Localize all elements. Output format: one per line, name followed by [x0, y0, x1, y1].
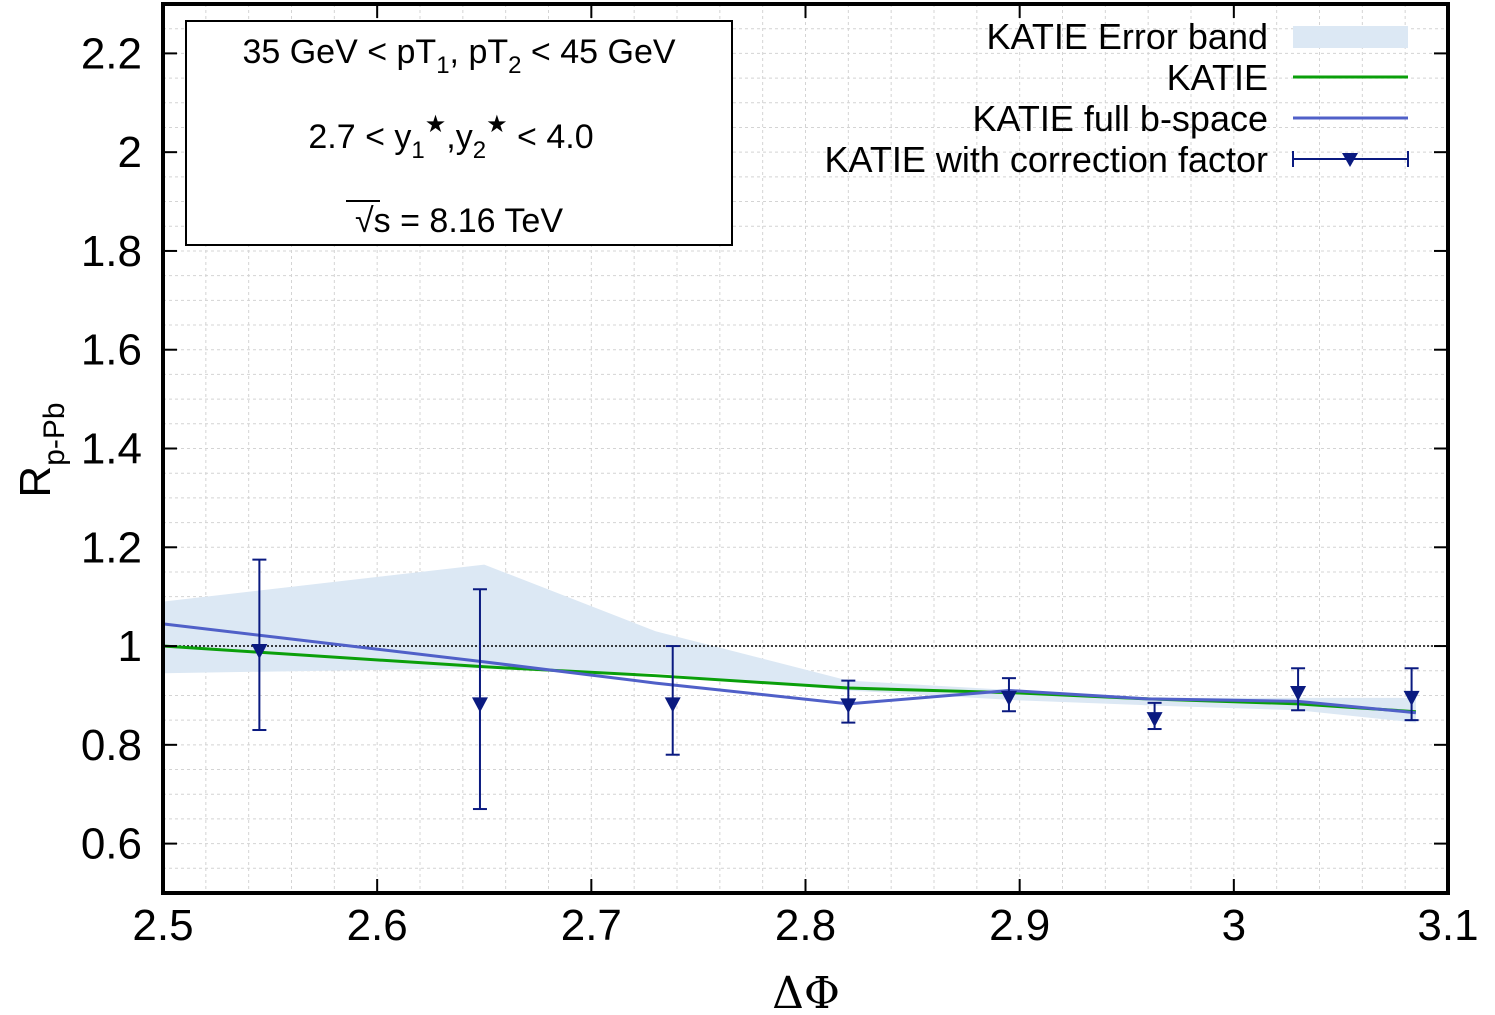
y-tick-label: 1.4	[81, 425, 142, 474]
energy-text: √s = 8.16 TeV	[355, 202, 563, 240]
y-tick-label: 0.8	[81, 721, 142, 770]
y-tick-labels: 0.6 0.8 1 1.2 1.4 1.6 1.8 2 2.2	[81, 29, 142, 868]
x-tick-label: 2.6	[347, 901, 408, 950]
error-band-layer	[163, 564, 1416, 723]
ticks-layer	[162, 4, 1449, 893]
series-line-0	[162, 644, 1416, 714]
legend-swatch-error-band	[1293, 26, 1408, 48]
points-layer	[251, 558, 1420, 811]
data-point	[471, 588, 488, 811]
triangle-marker	[1146, 712, 1163, 728]
y-tick-label: 1.8	[81, 227, 142, 276]
x-tick-label: 2.8	[775, 901, 836, 950]
x-tick-label: 2.5	[132, 901, 193, 950]
triangle-marker	[1290, 685, 1307, 701]
legend-label-error-band: KATIE Error band	[987, 16, 1268, 57]
triangle-marker	[251, 643, 268, 659]
error-band	[163, 564, 1416, 723]
y-tick-label: 1.6	[81, 326, 142, 375]
info-box-frame	[185, 20, 733, 246]
grid	[162, 3, 1449, 894]
y-tick-label: 2.2	[81, 29, 142, 78]
series-line-1	[162, 622, 1417, 715]
y-axis-title: Rp-Pb	[11, 402, 71, 497]
rapidity-range-text: 2.7 < y1★,y2★ < 4.0	[308, 111, 593, 164]
y-tick-label: 1	[118, 622, 142, 671]
legend-marker-correction-factor	[1292, 151, 1409, 167]
data-point	[1000, 677, 1017, 713]
triangle-marker	[664, 697, 681, 713]
x-tick-label: 3.1	[1417, 901, 1478, 950]
data-point	[1403, 667, 1420, 722]
x-tick-labels: 2.5 2.6 2.7 2.8 2.9 3 3.1	[132, 901, 1478, 950]
legend-label-katie: KATIE	[1167, 57, 1268, 98]
y-tick-label: 1.2	[81, 523, 142, 572]
x-tick-label: 2.9	[989, 901, 1050, 950]
data-point	[664, 645, 681, 756]
data-point	[1290, 667, 1307, 712]
pt-range-text: 35 GeV < pT1, pT2 < 45 GeV	[242, 33, 675, 79]
data-point	[1146, 701, 1163, 731]
series-lines-layer	[162, 622, 1417, 715]
legend-label-full-b-space: KATIE full b-space	[973, 98, 1268, 139]
x-tick-label: 3	[1222, 901, 1246, 950]
legend-label-correction-factor: KATIE with correction factor	[825, 139, 1268, 180]
y-tick-label: 0.6	[81, 820, 142, 869]
triangle-marker	[840, 698, 857, 714]
y-tick-label: 2	[118, 128, 142, 177]
x-tick-label: 2.7	[561, 901, 622, 950]
triangle-marker	[1403, 690, 1420, 706]
triangle-marker	[471, 697, 488, 713]
data-point	[840, 679, 857, 724]
legend: KATIE Error band KATIE KATIE full b-spac…	[825, 16, 1409, 180]
info-box: 35 GeV < pT1, pT2 < 45 GeV 2.7 < y1★,y2★…	[185, 20, 733, 246]
x-axis-title: ΔΦ	[772, 968, 840, 1015]
triangle-marker	[1000, 690, 1017, 706]
data-point	[251, 558, 268, 732]
